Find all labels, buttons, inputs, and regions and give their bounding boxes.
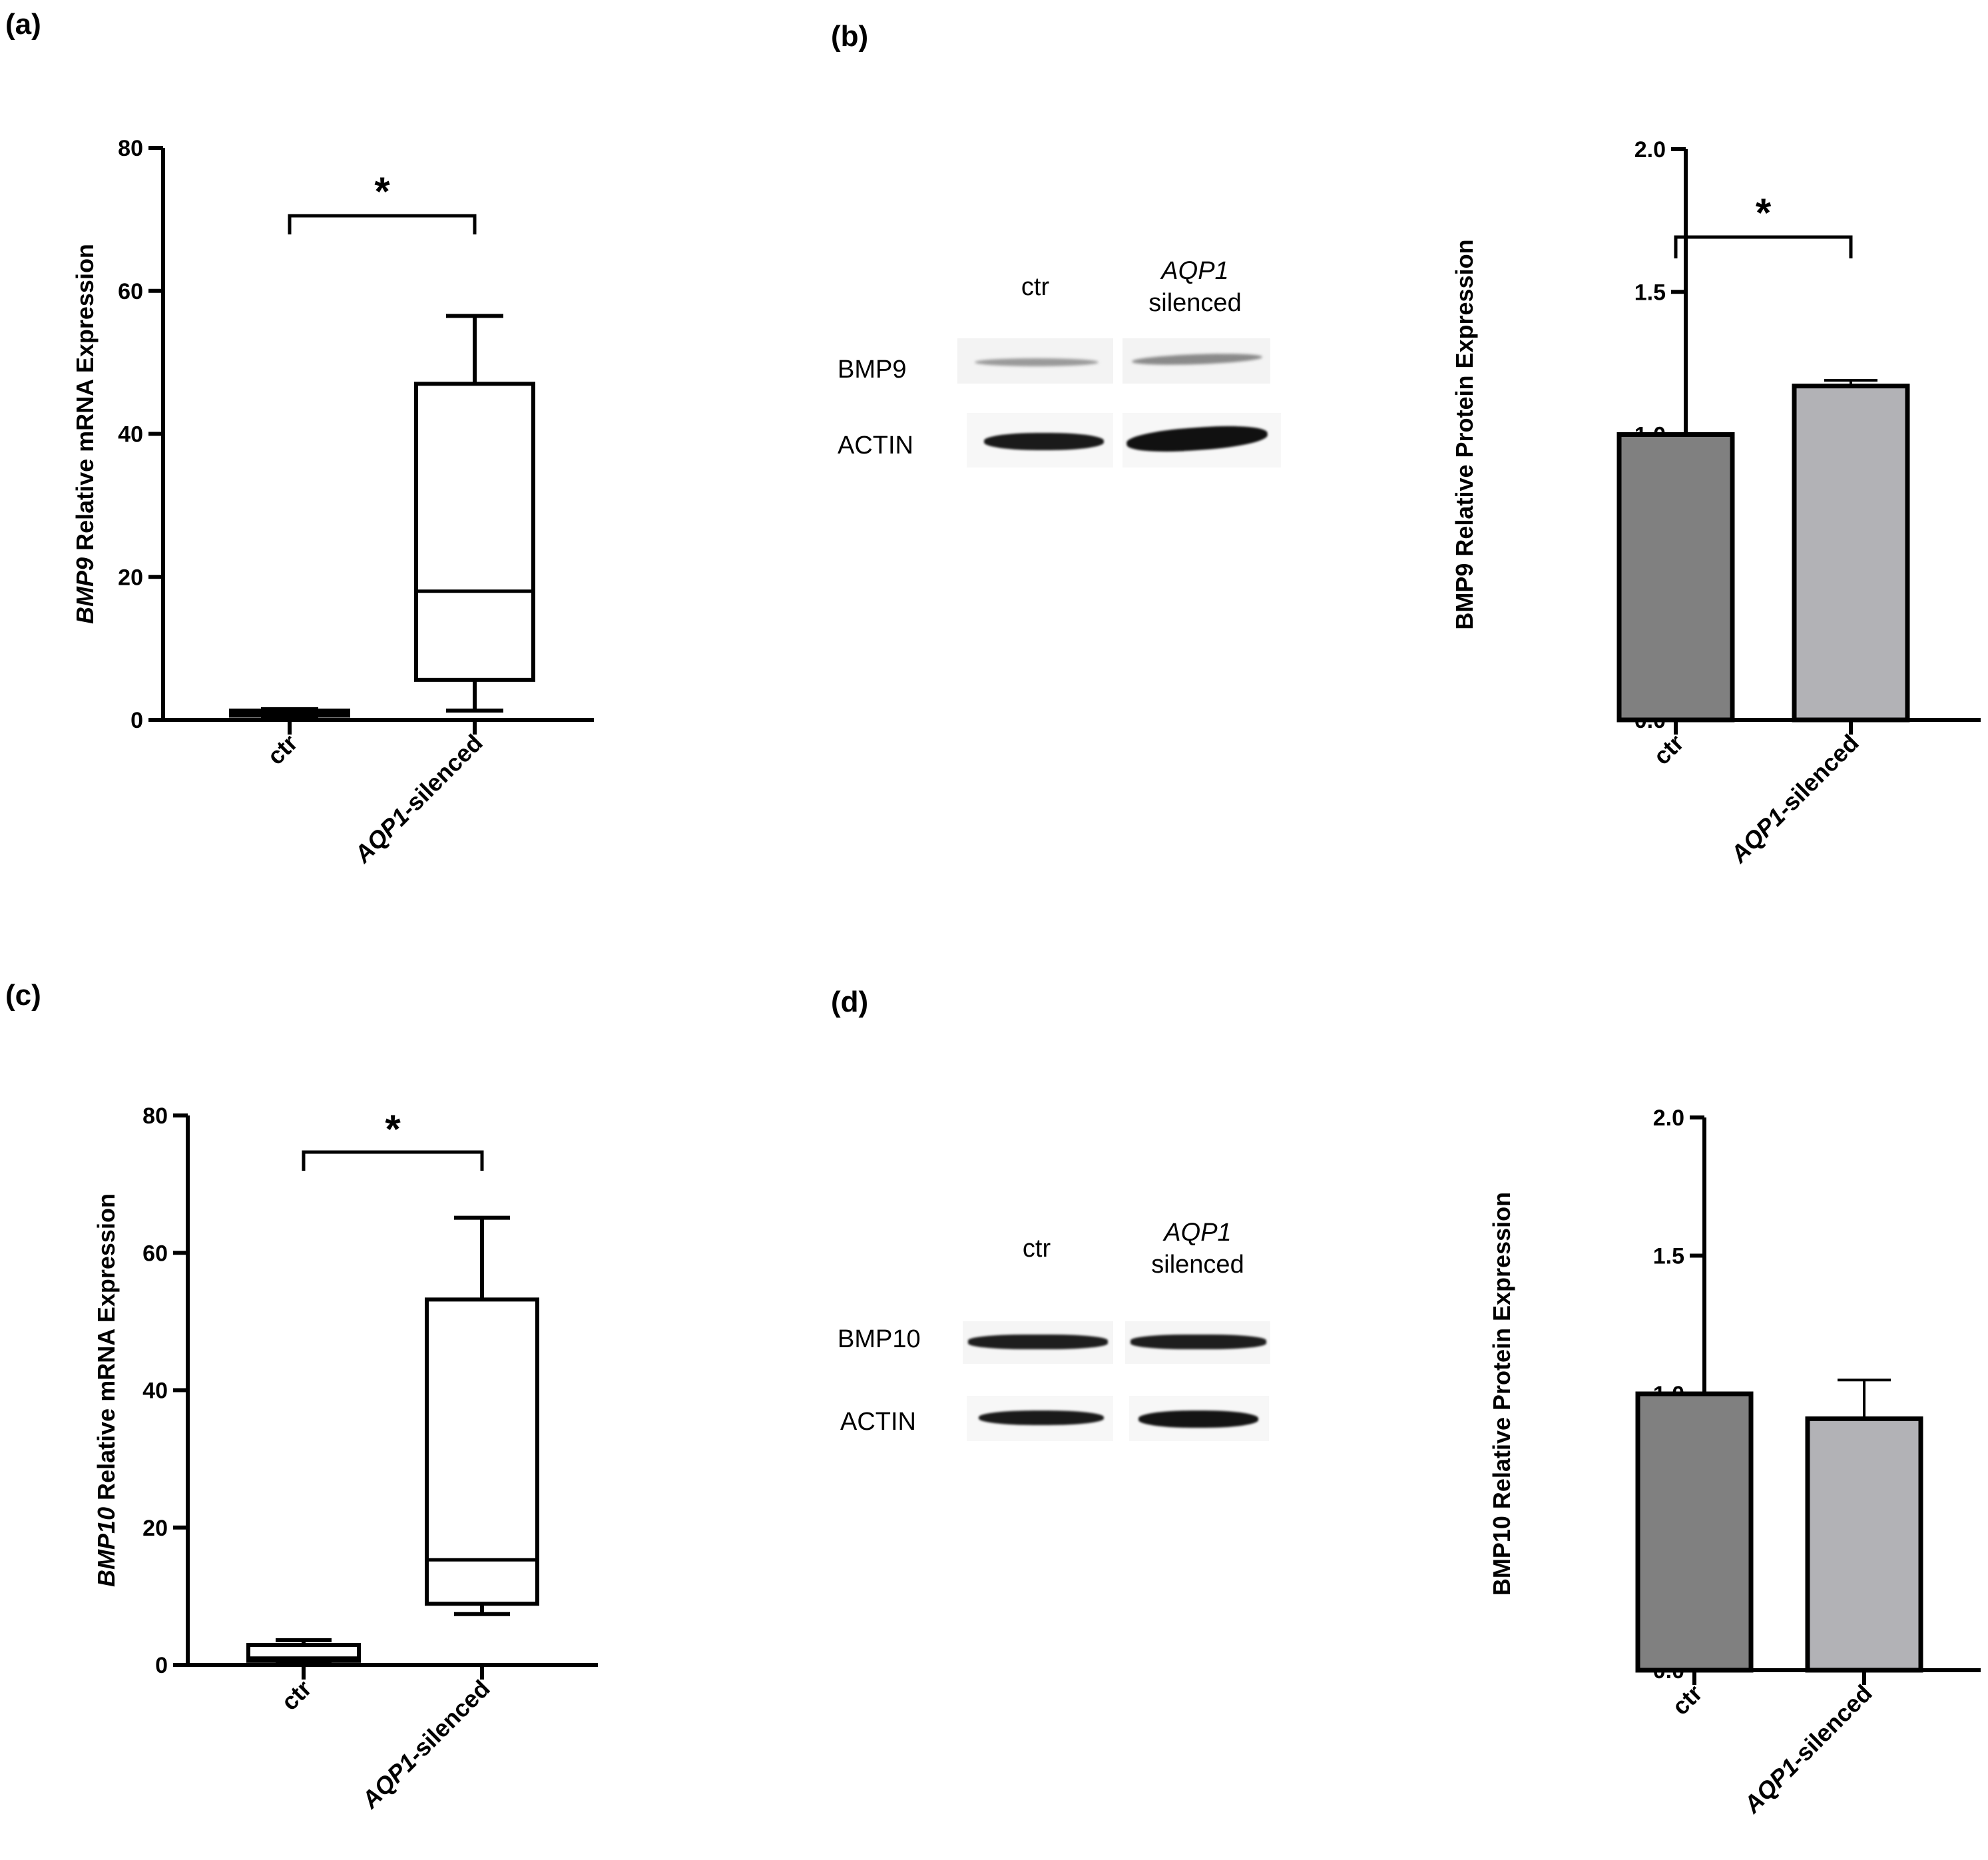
y-axis-label-d: BMP10 Relative Protein Expression (1488, 1192, 1515, 1596)
panel-letter-c: (c) (5, 979, 41, 1012)
significance-star-a: * (374, 169, 390, 214)
x-category-label-d-1: AQP1-silenced (1738, 1680, 1877, 1819)
blot-b-lane-aqp1: AQP1 silenced (1118, 256, 1272, 319)
bar-b-1 (1792, 384, 1910, 723)
blot-b-bmp9-strip-aqp1 (1122, 338, 1270, 384)
box-a-1 (414, 382, 535, 682)
y-axis-label-b: BMP9 Relative Protein Expression (1451, 239, 1478, 629)
blot-b-bmp9-strip-ctr (957, 338, 1113, 384)
bar-b-0 (1616, 432, 1735, 723)
y-tick-label-c-4: 80 (142, 1103, 168, 1129)
blot-d-bmp10-band-aqp1 (1130, 1335, 1266, 1349)
panel-letter-b: (b) (831, 20, 869, 53)
significance-bracket-b (1674, 235, 1853, 258)
x-category-label-d-0: ctr (1666, 1680, 1708, 1721)
blot-b-actin-strip-aqp1 (1122, 413, 1281, 467)
x-category-label-b-1: AQP1-silenced (1724, 729, 1864, 868)
blot-b-label-actin: ACTIN (838, 432, 913, 460)
y-axis-label-a: BMP9 Relative mRNA Expression (71, 244, 99, 624)
blot-d-lane-aqp1: AQP1 silenced (1121, 1217, 1274, 1281)
significance-bracket-c (302, 1150, 484, 1171)
y-tick-label-a-2: 40 (118, 422, 143, 448)
y-tick-label-c-1: 20 (142, 1516, 168, 1541)
blot-d-lane-aqp1-text: AQP1 (1164, 1219, 1232, 1247)
blot-b-lane-silenced-text: silenced (1148, 288, 1242, 317)
y-tick-label-a-0: 0 (130, 708, 143, 733)
blot-d-actin-band-aqp1 (1138, 1410, 1258, 1428)
chart-a: 0 20 40 60 80 ctr AQP1-silenced BMP9 Relative m… (71, 136, 594, 868)
y-axis-label-italic-a: BMP9 (71, 557, 99, 624)
x-category-rest-c-1: -silenced (402, 1675, 495, 1767)
blot-d-actin-strip-ctr (967, 1396, 1113, 1441)
blot-d-bmp10-strip-ctr (963, 1321, 1113, 1364)
panel-letter-a: (a) (5, 8, 41, 41)
x-category-label-c-0: ctr (276, 1675, 317, 1716)
x-category-label-c-1: AQP1-silenced (356, 1675, 495, 1814)
y-tick-label-a-4: 80 (118, 136, 143, 161)
blot-d-lane-silenced-text: silenced (1151, 1250, 1244, 1279)
chart-c: 0 20 40 60 80 ctr AQP1-silenced BMP10 Relative … (93, 1103, 598, 1814)
y-tick-label-d-3: 1.5 (1653, 1244, 1684, 1269)
y-axis-label-italic-c: BMP10 (93, 1507, 120, 1587)
panel-letter-d: (d) (831, 986, 869, 1018)
y-axis-label-c: BMP10 Relative mRNA Expression (93, 1193, 120, 1587)
blot-d-lane-ctr: ctr (1022, 1235, 1051, 1263)
blot-d-bmp10-strip-aqp1 (1125, 1321, 1270, 1364)
blot-d-label-actin: ACTIN (840, 1408, 916, 1436)
bar-d-0 (1635, 1391, 1754, 1673)
blot-d-actin-band-ctr (979, 1410, 1104, 1425)
significance-bracket-a (288, 214, 477, 234)
x-category-label-b-0: ctr (1648, 729, 1689, 771)
y-tick-label-d-4: 2.0 (1653, 1105, 1684, 1131)
x-category-rest-b-1: -silenced (1771, 729, 1864, 822)
blot-d-bmp10-band-ctr (968, 1335, 1108, 1349)
y-tick-label-b-3: 1.5 (1634, 280, 1666, 305)
box-c-1 (425, 1297, 539, 1606)
x-category-rest-a-1: -silenced (395, 729, 487, 822)
blot-b-label-bmp9: BMP9 (838, 356, 907, 384)
y-tick-label-c-0: 0 (155, 1653, 168, 1678)
blot-b-lane-aqp1-text: AQP1 (1161, 257, 1229, 285)
x-category-label-a-0: ctr (262, 729, 303, 771)
blot-d-actin-strip-aqp1 (1129, 1396, 1269, 1441)
x-category-rest-d-1: -silenced (1784, 1680, 1877, 1772)
y-tick-label-a-3: 60 (118, 279, 143, 304)
bar-d-1 (1805, 1416, 1923, 1673)
y-axis-label-rest-c: Relative mRNA Expression (93, 1193, 120, 1507)
significance-star-c: * (385, 1107, 401, 1151)
blot-b-actin-strip-ctr (967, 413, 1113, 467)
y-tick-label-c-2: 40 (142, 1379, 168, 1404)
y-tick-label-c-3: 60 (142, 1241, 168, 1266)
y-axis-label-rest-a: Relative mRNA Expression (71, 244, 99, 557)
blot-b-lane-ctr: ctr (1021, 273, 1050, 301)
blot-b-bmp9-band-ctr (975, 358, 1099, 366)
x-category-label-a-1: AQP1-silenced (348, 729, 487, 868)
blot-b-actin-band-ctr (984, 433, 1104, 450)
y-tick-label-b-4: 2.0 (1634, 137, 1666, 162)
blot-d-label-bmp10: BMP10 (838, 1325, 921, 1353)
significance-star-b: * (1756, 190, 1772, 235)
y-tick-label-a-1: 20 (118, 565, 143, 590)
